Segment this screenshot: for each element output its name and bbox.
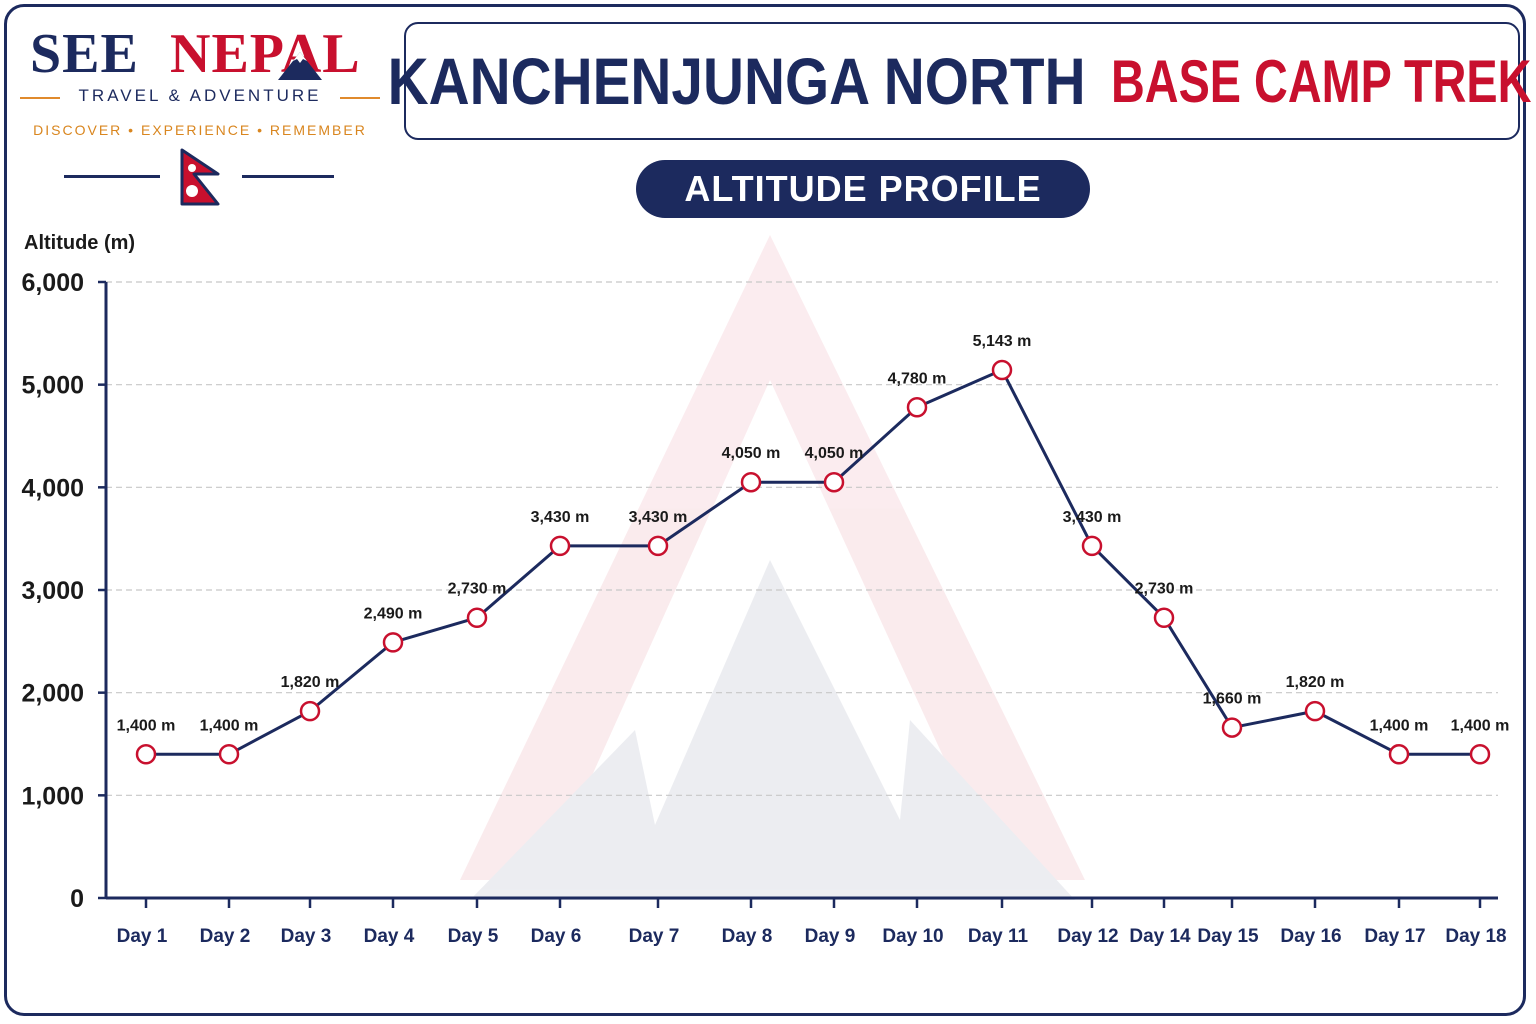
- data-point: [382, 632, 404, 653]
- data-label: 1,400 m: [1451, 717, 1510, 734]
- logo-motto: DISCOVER • EXPERIENCE • REMEMBER: [33, 122, 367, 138]
- data-point: [1469, 744, 1491, 765]
- y-tick-label: 6,000: [21, 269, 84, 297]
- data-label: 3,430 m: [629, 509, 688, 526]
- x-tick-label: Day 17: [1364, 926, 1425, 947]
- data-point: [218, 744, 240, 765]
- data-point: [1388, 744, 1410, 765]
- y-tick-label: 2,000: [21, 680, 84, 708]
- x-tick-label: Day 5: [448, 926, 499, 947]
- data-point: [647, 535, 669, 557]
- logo-rule-right: [242, 175, 334, 178]
- y-tick-label: 3,000: [21, 577, 84, 605]
- x-tick-label: Day 1: [117, 926, 168, 947]
- x-tick-label: Day 16: [1280, 926, 1341, 947]
- data-point: [823, 471, 845, 493]
- brand-logo: SEE NEPAL TRAVEL & ADVENTURE DISCOVER • …: [20, 20, 380, 210]
- y-tick-labels: 0 1,000 2,000 3,000 4,000 5,000 6,000: [21, 269, 84, 913]
- data-point: [1304, 700, 1326, 722]
- subtitle-pill: ALTITUDE PROFILE: [636, 160, 1090, 218]
- data-point: [1081, 535, 1103, 557]
- mountain-watermark: [460, 235, 1085, 900]
- data-point: [906, 397, 928, 418]
- x-tick-label: Day 9: [805, 926, 856, 947]
- y-tick-label: 1,000: [21, 782, 84, 810]
- y-axis-title: Altitude (m): [24, 232, 136, 254]
- data-label: 3,430 m: [1063, 509, 1122, 526]
- tagline-rule-left: [20, 97, 60, 99]
- data-point: [740, 471, 762, 493]
- title-accent: BASE CAMP TREK: [1111, 47, 1532, 115]
- data-point: [991, 359, 1013, 381]
- x-tick-label: Day 7: [629, 926, 680, 947]
- nepal-flag-icon: [180, 148, 220, 206]
- data-label: 2,490 m: [364, 605, 423, 622]
- logo-word-see: SEE: [30, 23, 139, 85]
- data-label: 3,430 m: [531, 509, 590, 526]
- data-label: 1,400 m: [117, 717, 176, 734]
- x-tick-labels: Day 1 Day 2 Day 3 Day 4 Day 5 Day 6 Day 7 Day 8…: [117, 926, 1507, 947]
- data-point: [1153, 607, 1175, 628]
- axes: [98, 280, 1498, 908]
- data-point: [1221, 717, 1243, 738]
- y-tick-label: 5,000: [21, 372, 84, 400]
- data-label: 5,143 m: [973, 333, 1032, 350]
- y-tick-label: 0: [70, 885, 84, 913]
- data-point: [466, 607, 488, 628]
- data-label: 1,400 m: [1370, 717, 1429, 734]
- data-points: [135, 359, 1491, 765]
- data-label: 4,780 m: [888, 370, 947, 387]
- x-tick-label: Day 8: [722, 926, 773, 947]
- data-label: 4,050 m: [805, 445, 864, 462]
- data-point: [135, 744, 157, 765]
- x-tick-label: Day 4: [364, 926, 415, 947]
- x-tick-label: Day 12: [1057, 926, 1118, 947]
- y-tick-label: 4,000: [21, 474, 84, 502]
- data-label: 2,730 m: [1135, 581, 1194, 598]
- title-main: KANCHENJUNGA NORTH: [387, 44, 1086, 118]
- data-label: 1,820 m: [1286, 674, 1345, 691]
- data-label: 2,730 m: [448, 581, 507, 598]
- data-labels: 1,400 m 1,400 m 1,820 m 2,490 m 2,730 m 3,430…: [117, 333, 1510, 734]
- title-banner: KANCHENJUNGA NORTH BASE CAMP TREK: [387, 22, 1532, 140]
- data-label: 1,400 m: [200, 717, 259, 734]
- x-tick-label: Day 14: [1129, 926, 1191, 947]
- data-label: 4,050 m: [722, 445, 781, 462]
- mountain-peak-icon: [278, 52, 322, 80]
- x-tick-label: Day 15: [1197, 926, 1259, 947]
- logo-rule-left: [64, 175, 160, 178]
- logo-word-nepal: NEPAL: [170, 23, 361, 85]
- x-tick-label: Day 3: [281, 926, 332, 947]
- data-label: 1,820 m: [281, 674, 340, 691]
- x-tick-label: Day 18: [1445, 926, 1506, 947]
- x-tick-label: Day 6: [531, 926, 582, 947]
- data-label: 1,660 m: [1203, 691, 1262, 708]
- card-frame: [4, 4, 1526, 1016]
- x-tick-label: Day 10: [882, 926, 943, 947]
- logo-tagline: TRAVEL & ADVENTURE: [78, 86, 322, 105]
- x-tick-label: Day 11: [968, 926, 1029, 947]
- data-point: [299, 700, 321, 722]
- data-point: [549, 535, 571, 557]
- tagline-rule-right: [340, 97, 380, 99]
- x-tick-label: Day 2: [200, 926, 251, 947]
- grid-lines: [106, 281, 1498, 796]
